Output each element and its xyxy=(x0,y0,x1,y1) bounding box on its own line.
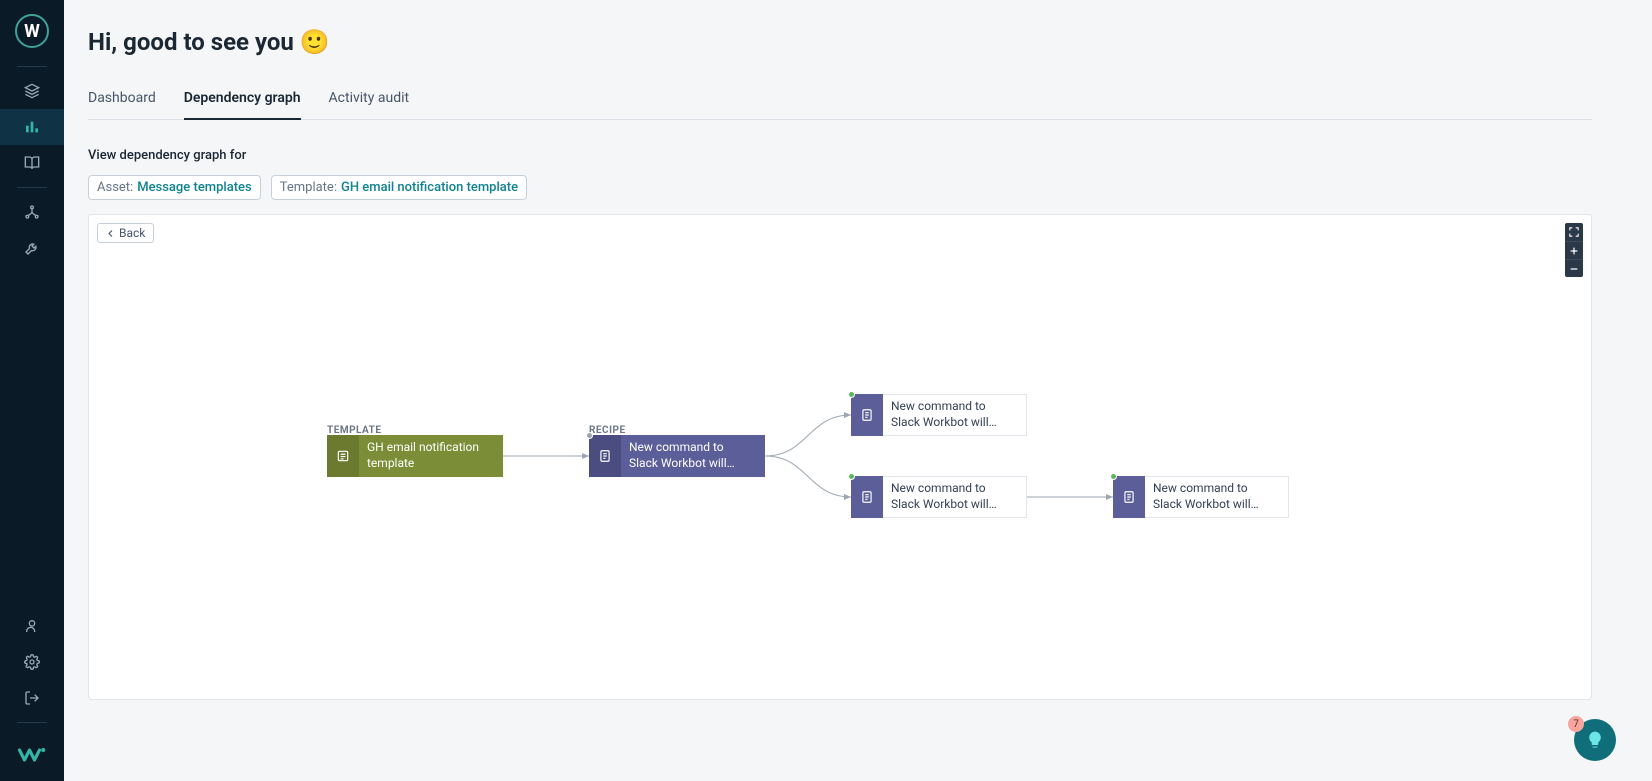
graph-node[interactable]: New command to Slack Workbot will create… xyxy=(851,394,1027,436)
node-label: New command to Slack Workbot will create… xyxy=(883,394,1027,436)
recipe-icon xyxy=(589,435,621,477)
filter-template-value: GH email notification template xyxy=(341,180,518,195)
bulb-icon xyxy=(1585,730,1605,750)
filters: Asset: Message templates Template: GH em… xyxy=(88,175,1592,200)
sidebar: W xyxy=(0,0,64,781)
help-badge: 7 xyxy=(1568,716,1584,732)
app-logo-icon xyxy=(17,743,47,767)
graph-area: TEMPLATERECIPEGH email notification temp… xyxy=(89,215,1591,699)
filter-heading: View dependency graph for xyxy=(88,148,1592,163)
page-title-text: Hi, good to see you xyxy=(88,28,294,56)
recipe-icon xyxy=(1113,476,1145,518)
filter-template-key: Template: xyxy=(280,180,337,195)
node-label: New command to Slack Workbot will create… xyxy=(1145,476,1289,518)
status-indicator xyxy=(1110,473,1117,480)
node-label: GH email notification template xyxy=(359,435,503,477)
divider xyxy=(17,722,47,723)
nav-projects-icon[interactable] xyxy=(0,73,64,109)
divider xyxy=(17,187,47,188)
tabs: Dashboard Dependency graph Activity audi… xyxy=(88,80,1592,120)
nav-logout-icon[interactable] xyxy=(0,680,64,716)
graph-node[interactable]: GH email notification template xyxy=(327,435,503,477)
nav-settings-icon[interactable] xyxy=(0,644,64,680)
filter-asset[interactable]: Asset: Message templates xyxy=(88,175,261,200)
graph-node[interactable]: New command to Slack Workbot will upload… xyxy=(589,435,765,477)
help-button[interactable]: 7 xyxy=(1574,719,1616,761)
recipe-icon xyxy=(851,476,883,518)
page-title-emoji: 🙂 xyxy=(300,28,330,56)
graph-node[interactable]: New command to Slack Workbot will update… xyxy=(851,476,1027,518)
workspace-logo[interactable]: W xyxy=(15,14,49,48)
nav-connections-icon[interactable] xyxy=(0,194,64,230)
divider xyxy=(17,66,47,67)
node-label: New command to Slack Workbot will update… xyxy=(883,476,1027,518)
nav-library-icon[interactable] xyxy=(0,145,64,181)
main-content: Hi, good to see you 🙂 Dashboard Dependen… xyxy=(64,0,1652,781)
dependency-graph-canvas[interactable]: Back TEMPLATERECIPEGH email notification… xyxy=(88,214,1592,700)
graph-edges xyxy=(89,215,1591,699)
node-label: New command to Slack Workbot will upload… xyxy=(621,435,765,477)
filter-asset-key: Asset: xyxy=(97,180,133,195)
status-indicator xyxy=(848,391,855,398)
nav-tools-icon[interactable] xyxy=(0,230,64,266)
tab-dependency-graph[interactable]: Dependency graph xyxy=(184,80,301,120)
status-indicator xyxy=(848,473,855,480)
template-icon xyxy=(327,435,359,477)
nav-team-icon[interactable] xyxy=(0,608,64,644)
tab-activity-audit[interactable]: Activity audit xyxy=(329,80,410,119)
recipe-icon xyxy=(851,394,883,436)
status-indicator xyxy=(586,432,593,439)
nav-dashboard-icon[interactable] xyxy=(0,109,64,145)
filter-template[interactable]: Template: GH email notification template xyxy=(271,175,527,200)
filter-asset-value: Message templates xyxy=(137,180,252,195)
sidebar-bottom xyxy=(0,608,64,781)
tab-dashboard[interactable]: Dashboard xyxy=(88,80,156,119)
graph-node[interactable]: New command to Slack Workbot will create… xyxy=(1113,476,1289,518)
page-title: Hi, good to see you 🙂 xyxy=(88,28,1592,56)
